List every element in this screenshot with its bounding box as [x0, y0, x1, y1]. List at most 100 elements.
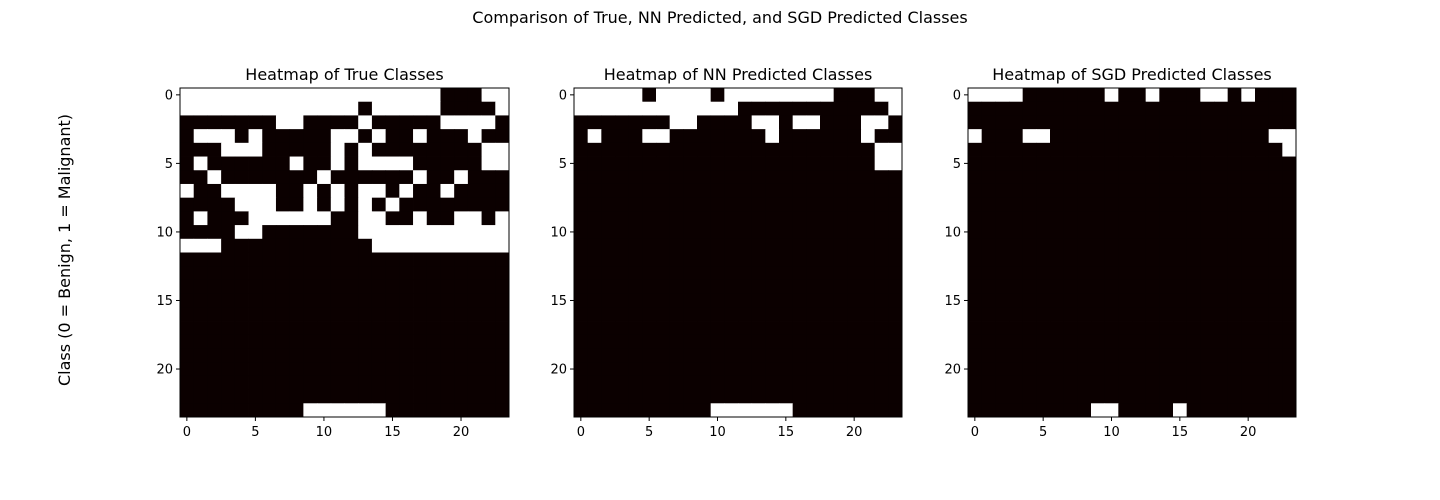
heatmap-cell	[574, 129, 589, 144]
heatmap-cell	[765, 293, 780, 308]
heatmap-cell	[765, 183, 780, 199]
heatmap-cell	[1132, 238, 1147, 253]
heatmap-cell	[1227, 142, 1242, 157]
heatmap-cell	[1104, 170, 1119, 185]
heatmap-cell	[806, 225, 821, 240]
heatmap-cell	[669, 211, 684, 226]
heatmap-cell	[820, 183, 835, 199]
heatmap-cell	[861, 293, 876, 308]
heatmap-cell	[642, 348, 657, 363]
heatmap-cell	[779, 88, 794, 103]
heatmap-cell	[738, 88, 753, 103]
heatmap-cell	[371, 142, 387, 157]
heatmap-cell	[1091, 389, 1106, 404]
heatmap-cell	[806, 183, 821, 199]
heatmap-cell	[995, 348, 1010, 363]
heatmap-cell	[385, 156, 400, 171]
heatmap-cell	[1186, 348, 1201, 363]
heatmap-cell	[806, 334, 821, 349]
y-tick-label: 5	[559, 157, 567, 172]
heatmap-cell	[1241, 183, 1256, 199]
heatmap-cell	[193, 156, 208, 171]
heatmap-cell	[1104, 375, 1119, 390]
heatmap-cell	[765, 334, 780, 349]
heatmap-cell	[440, 129, 455, 144]
x-tick-label: 15	[778, 425, 795, 440]
heatmap-cell	[1104, 225, 1119, 240]
heatmap-cell	[1050, 375, 1065, 390]
heatmap-cell	[1159, 129, 1174, 144]
heatmap-cell	[413, 279, 428, 295]
heatmap-cell	[221, 266, 236, 281]
heatmap-cell	[995, 88, 1010, 103]
heatmap-cell	[820, 129, 835, 144]
heatmap-cell	[724, 307, 739, 322]
heatmap-cell	[1104, 238, 1119, 253]
heatmap-cell	[1282, 252, 1297, 267]
heatmap-cell	[413, 101, 428, 116]
heatmap-cell	[738, 362, 753, 377]
heatmap-cell	[413, 321, 428, 336]
heatmap-cell	[1200, 321, 1215, 336]
heatmap-cell	[248, 403, 263, 418]
heatmap-cell	[344, 197, 359, 212]
heatmap-cell	[1214, 156, 1229, 171]
heatmap-cell	[262, 170, 277, 185]
heatmap-cell	[330, 183, 345, 199]
heatmap-cell	[385, 375, 400, 390]
heatmap-cell	[1022, 225, 1037, 240]
heatmap-cell	[221, 225, 236, 240]
heatmap-cell	[193, 88, 208, 103]
heatmap-cell	[1241, 197, 1256, 212]
heatmap-cell	[1036, 252, 1051, 267]
heatmap-cell	[724, 293, 739, 308]
axes-frame-true	[179, 87, 510, 418]
heatmap-cell	[628, 238, 643, 253]
heatmap-cell	[1159, 88, 1174, 103]
heatmap-cell	[248, 348, 263, 363]
heatmap-cell	[833, 142, 848, 157]
heatmap-cell	[1063, 225, 1078, 240]
heatmap-cell	[221, 375, 236, 390]
heatmap-cell	[1063, 375, 1078, 390]
heatmap-cell	[656, 293, 671, 308]
heatmap-cell	[440, 88, 455, 103]
heatmap-cell	[874, 321, 889, 336]
heatmap-cell	[697, 293, 712, 308]
heatmap-cell	[180, 362, 195, 377]
heatmap-cell	[615, 348, 630, 363]
heatmap-cell	[628, 389, 643, 404]
heatmap-cell	[861, 211, 876, 226]
heatmap-cell	[765, 142, 780, 157]
heatmap-cell	[751, 375, 766, 390]
heatmap-cell	[792, 266, 807, 281]
heatmap-cell	[303, 142, 318, 157]
heatmap-cell	[765, 197, 780, 212]
heatmap-cell	[317, 142, 332, 157]
heatmap-cell	[968, 321, 983, 336]
heatmap-cell	[262, 321, 277, 336]
heatmap-cell	[765, 170, 780, 185]
heatmap-cell	[1036, 389, 1051, 404]
heatmap-cell	[669, 321, 684, 336]
heatmap-cell	[426, 238, 441, 253]
heatmap-cell	[820, 348, 835, 363]
heatmap-cell	[710, 156, 725, 171]
heatmap-cell	[1132, 170, 1147, 185]
heatmap-cell	[1214, 389, 1229, 404]
heatmap-cell	[697, 156, 712, 171]
heatmap-cell	[765, 225, 780, 240]
heatmap-cell	[1009, 129, 1024, 144]
heatmap-cell	[385, 334, 400, 349]
heatmap-cell	[440, 362, 455, 377]
heatmap-cell	[601, 142, 616, 157]
heatmap-cell	[385, 211, 400, 226]
heatmap-cell	[221, 321, 236, 336]
heatmap-cell	[481, 142, 496, 157]
heatmap-cell	[481, 101, 496, 116]
heatmap-cell	[467, 129, 482, 144]
heatmap-cell	[413, 88, 428, 103]
heatmap-cell	[426, 334, 441, 349]
heatmap-cell	[642, 279, 657, 295]
heatmap-cell	[317, 334, 332, 349]
